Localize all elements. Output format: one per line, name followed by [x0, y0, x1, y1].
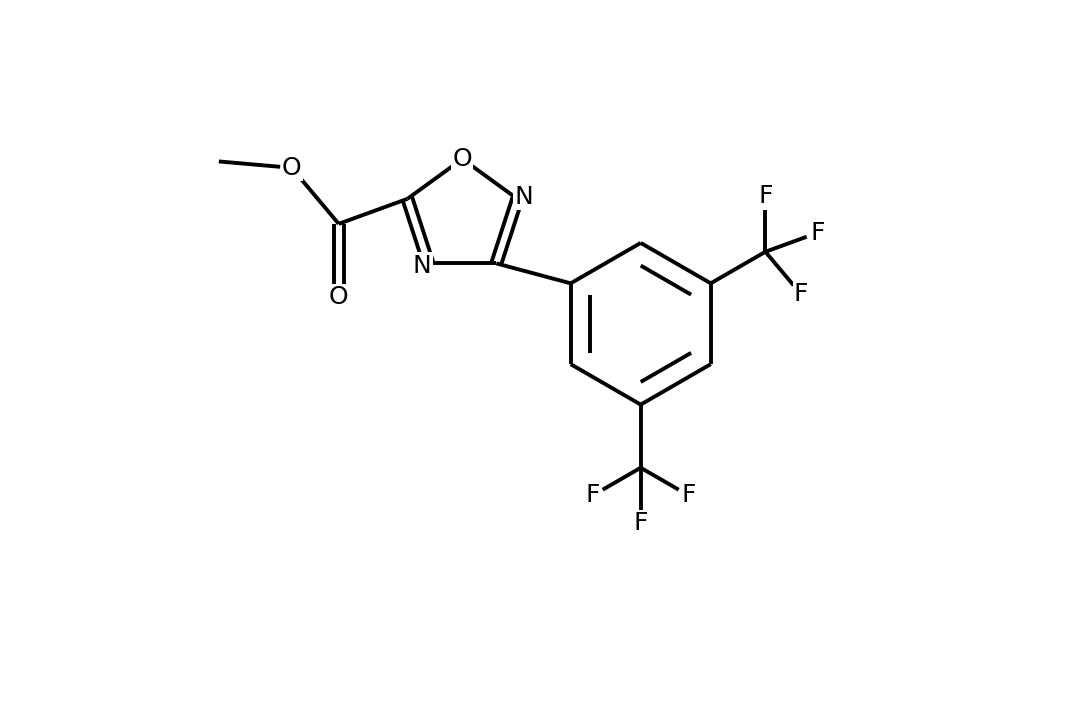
Text: O: O	[452, 147, 472, 171]
Text: O: O	[329, 285, 349, 309]
Text: N: N	[413, 253, 432, 278]
Text: F: F	[794, 282, 809, 306]
Text: F: F	[759, 185, 773, 208]
Text: F: F	[585, 484, 600, 508]
Text: N: N	[514, 185, 533, 208]
Text: F: F	[633, 511, 647, 535]
Text: F: F	[810, 221, 825, 245]
Text: F: F	[681, 484, 697, 508]
Text: O: O	[282, 156, 302, 180]
